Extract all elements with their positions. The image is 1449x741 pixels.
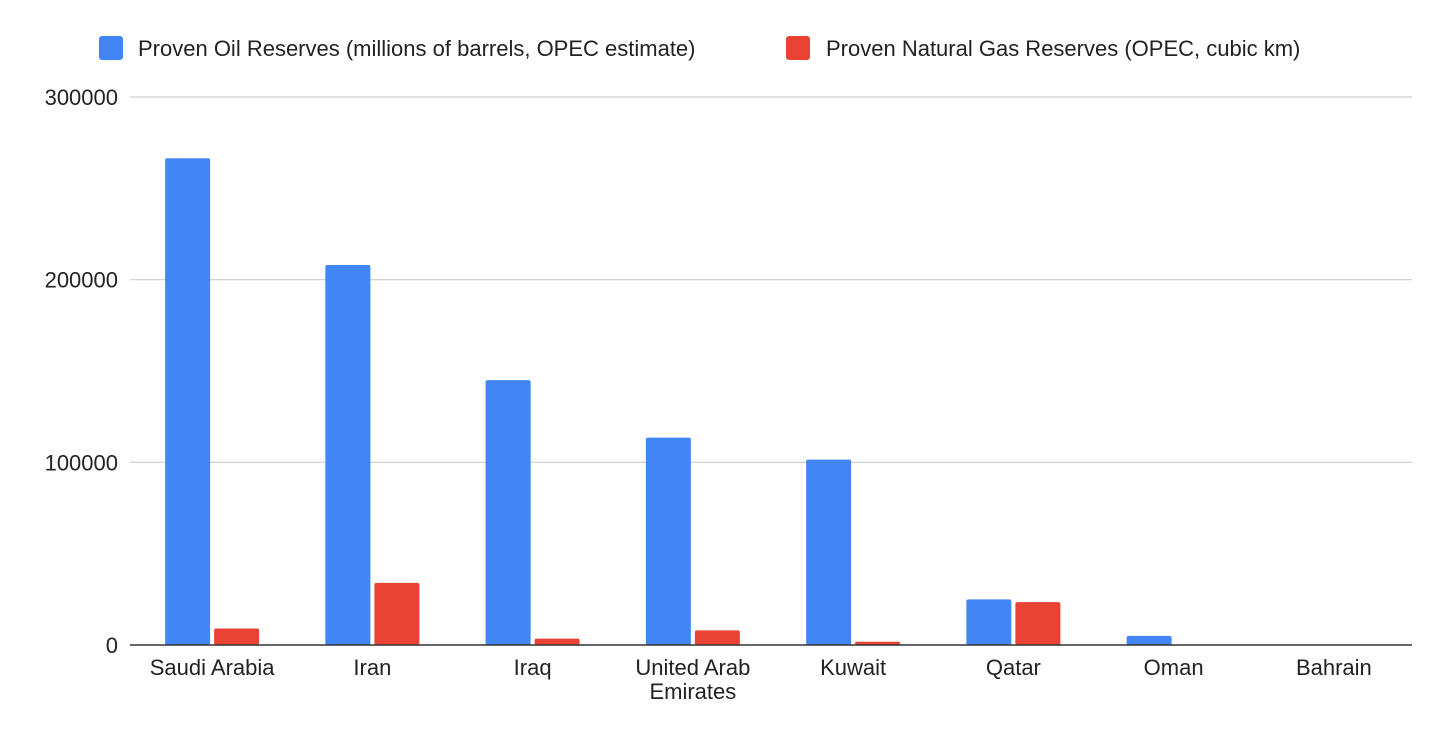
- y-tick-label: 0: [106, 633, 118, 658]
- legend-swatch: [99, 36, 123, 60]
- bar-gas-4[interactable]: [855, 641, 901, 645]
- bar-gas-2[interactable]: [534, 638, 580, 645]
- bar-gas-3[interactable]: [694, 630, 740, 645]
- bar-gas-5[interactable]: [1015, 602, 1061, 645]
- bars: [165, 158, 1381, 645]
- bar-oil-2[interactable]: [485, 380, 531, 645]
- x-tick-label: Oman: [1144, 655, 1204, 680]
- bar-gas-0[interactable]: [214, 628, 260, 645]
- bar-oil-1[interactable]: [325, 265, 371, 645]
- y-tick-label: 200000: [45, 268, 118, 293]
- y-tick-label: 300000: [45, 85, 118, 110]
- x-tick-label: Kuwait: [820, 655, 886, 680]
- x-tick-label: Saudi Arabia: [150, 655, 276, 680]
- bar-oil-0[interactable]: [165, 158, 211, 645]
- bar-oil-6[interactable]: [1126, 635, 1172, 645]
- legend: Proven Oil Reserves (millions of barrels…: [99, 36, 1300, 61]
- grid-lines: [130, 96, 1412, 463]
- y-axis: 0 100000 200000 300000: [45, 85, 118, 658]
- legend-label[interactable]: Proven Oil Reserves (millions of barrels…: [138, 36, 696, 61]
- legend-swatch: [786, 36, 810, 60]
- legend-label[interactable]: Proven Natural Gas Reserves (OPEC, cubic…: [826, 36, 1300, 61]
- x-tick-label: Iran: [353, 655, 391, 680]
- x-tick-label: United Arab: [635, 655, 750, 680]
- bar-oil-4[interactable]: [806, 459, 852, 645]
- x-tick-label: Emirates: [649, 679, 736, 704]
- x-tick-label: Iraq: [514, 655, 552, 680]
- bar-oil-3[interactable]: [645, 437, 691, 645]
- y-tick-label: 100000: [45, 450, 118, 475]
- bar-gas-1[interactable]: [374, 582, 420, 645]
- bar-oil-5[interactable]: [966, 599, 1012, 645]
- x-tick-label: Bahrain: [1296, 655, 1372, 680]
- x-tick-label: Qatar: [986, 655, 1041, 680]
